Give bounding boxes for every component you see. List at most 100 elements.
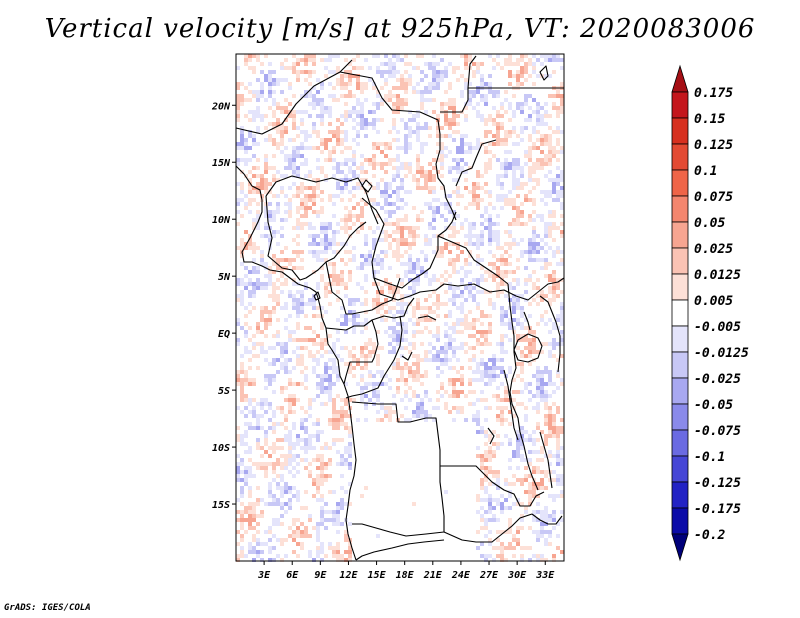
field-cell bbox=[460, 146, 464, 150]
field-cell bbox=[376, 186, 380, 190]
field-cell bbox=[460, 406, 464, 410]
field-cell bbox=[552, 278, 556, 282]
field-cell bbox=[556, 158, 560, 162]
field-cell bbox=[300, 534, 304, 538]
field-cell bbox=[308, 70, 312, 74]
field-cell bbox=[556, 250, 560, 254]
field-cell bbox=[336, 134, 340, 138]
field-cell bbox=[496, 374, 500, 378]
field-cell bbox=[388, 222, 392, 226]
field-cell bbox=[304, 530, 308, 534]
field-cell bbox=[312, 106, 316, 110]
field-cell bbox=[344, 174, 348, 178]
field-cell bbox=[524, 278, 528, 282]
field-cell bbox=[344, 86, 348, 90]
field-cell bbox=[544, 522, 548, 526]
field-cell bbox=[304, 162, 308, 166]
field-cell bbox=[316, 490, 320, 494]
field-cell bbox=[372, 242, 376, 246]
field-cell bbox=[280, 354, 284, 358]
field-cell bbox=[300, 94, 304, 98]
field-cell bbox=[320, 522, 324, 526]
field-cell bbox=[260, 446, 264, 450]
field-cell bbox=[400, 146, 404, 150]
field-cell bbox=[452, 234, 456, 238]
field-cell bbox=[424, 254, 428, 258]
field-cell bbox=[504, 62, 508, 66]
field-cell bbox=[248, 510, 252, 514]
field-cell bbox=[252, 382, 256, 386]
lon-tick-label: 33E bbox=[535, 570, 555, 581]
field-cell bbox=[512, 306, 516, 310]
field-cell bbox=[284, 326, 288, 330]
field-cell bbox=[328, 82, 332, 86]
field-cell bbox=[332, 410, 336, 414]
field-cell bbox=[552, 518, 556, 522]
field-cell bbox=[484, 170, 488, 174]
field-cell bbox=[244, 202, 248, 206]
field-cell bbox=[268, 538, 272, 542]
field-cell bbox=[328, 490, 332, 494]
field-cell bbox=[300, 222, 304, 226]
field-cell bbox=[400, 398, 404, 402]
field-cell bbox=[320, 498, 324, 502]
field-cell bbox=[348, 274, 352, 278]
field-cell bbox=[296, 254, 300, 258]
field-cell bbox=[500, 142, 504, 146]
field-cell bbox=[420, 142, 424, 146]
field-cell bbox=[436, 134, 440, 138]
field-cell bbox=[556, 386, 560, 390]
field-cell bbox=[452, 390, 456, 394]
field-cell bbox=[268, 446, 272, 450]
field-cell bbox=[560, 146, 564, 150]
field-cell bbox=[428, 190, 432, 194]
field-cell bbox=[432, 110, 436, 114]
field-cell bbox=[552, 214, 556, 218]
field-cell bbox=[396, 230, 400, 234]
field-cell bbox=[248, 238, 252, 242]
field-cell bbox=[452, 386, 456, 390]
field-cell bbox=[348, 258, 352, 262]
field-cell bbox=[292, 66, 296, 70]
field-cell bbox=[292, 226, 296, 230]
field-cell bbox=[520, 238, 524, 242]
field-cell bbox=[264, 358, 268, 362]
field-cell bbox=[308, 198, 312, 202]
field-cell bbox=[552, 106, 556, 110]
field-cell bbox=[240, 458, 244, 462]
field-cell bbox=[552, 554, 556, 558]
field-cell bbox=[332, 362, 336, 366]
colorbar-segment bbox=[671, 273, 689, 301]
field-cell bbox=[472, 186, 476, 190]
field-cell bbox=[560, 222, 564, 226]
field-cell bbox=[512, 94, 516, 98]
field-cell bbox=[316, 166, 320, 170]
field-cell bbox=[240, 538, 244, 542]
field-cell bbox=[340, 150, 344, 154]
field-cell bbox=[364, 386, 368, 390]
field-cell bbox=[452, 290, 456, 294]
field-cell bbox=[244, 478, 248, 482]
field-cell bbox=[340, 218, 344, 222]
field-cell bbox=[252, 226, 256, 230]
field-cell bbox=[380, 102, 384, 106]
field-cell bbox=[524, 478, 528, 482]
field-cell bbox=[376, 226, 380, 230]
field-cell bbox=[452, 382, 456, 386]
field-cell bbox=[496, 538, 500, 542]
field-cell bbox=[300, 162, 304, 166]
field-cell bbox=[464, 170, 468, 174]
field-cell bbox=[484, 122, 488, 126]
field-cell bbox=[508, 338, 512, 342]
field-cell bbox=[508, 74, 512, 78]
field-cell bbox=[252, 266, 256, 270]
field-cell bbox=[544, 142, 548, 146]
field-cell bbox=[444, 406, 448, 410]
field-cell bbox=[484, 442, 488, 446]
field-cell bbox=[300, 446, 304, 450]
field-cell bbox=[284, 302, 288, 306]
field-cell bbox=[556, 546, 560, 550]
field-cell bbox=[416, 170, 420, 174]
field-cell bbox=[264, 214, 268, 218]
field-cell bbox=[536, 494, 540, 498]
